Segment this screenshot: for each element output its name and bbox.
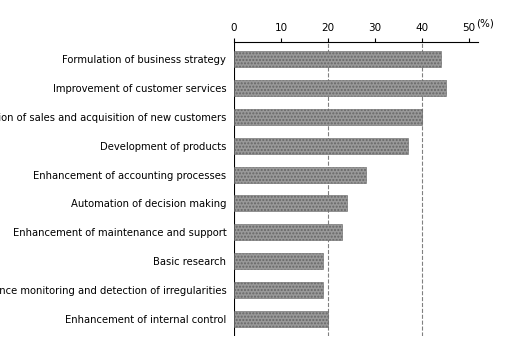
Bar: [234, 80, 446, 96]
Bar: [234, 167, 366, 182]
Bar: [234, 138, 408, 154]
Bar: [234, 311, 328, 327]
Bar: [234, 109, 422, 125]
Bar: [234, 51, 441, 67]
Bar: [234, 282, 323, 298]
Bar: [234, 196, 347, 211]
Text: (%): (%): [476, 19, 494, 29]
Bar: [234, 253, 323, 269]
Bar: [234, 224, 342, 240]
